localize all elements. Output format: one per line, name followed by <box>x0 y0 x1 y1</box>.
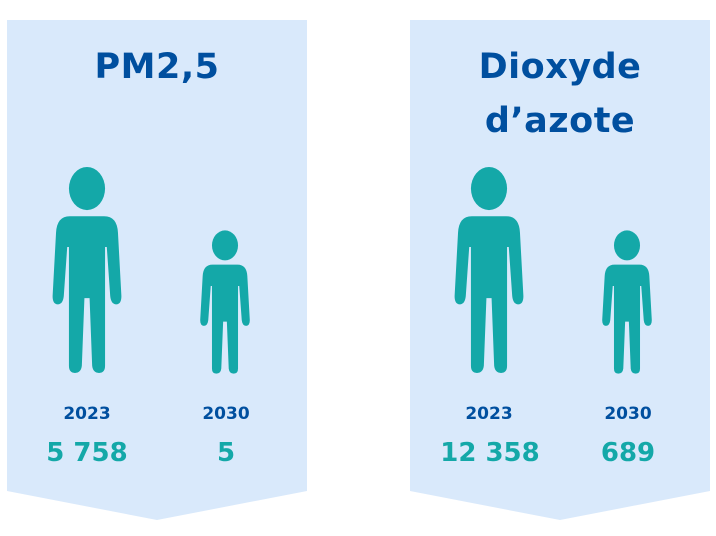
panel-title-line-2: d’azote <box>484 101 636 141</box>
year-label: 2030 <box>604 404 652 424</box>
panel-nitrogen-dioxide: Dioxyde d’azote 2023 2030 12 358 689 <box>410 20 710 520</box>
child-person-icon <box>194 229 256 375</box>
year-label: 2023 <box>465 404 513 424</box>
value-label: 689 <box>600 438 656 468</box>
panel-title: PM2,5 <box>94 47 220 87</box>
year-label: 2023 <box>63 404 111 424</box>
panel-title-line-1: Dioxyde <box>478 47 642 87</box>
value-label: 12 358 <box>440 438 540 468</box>
adult-person-icon <box>446 165 532 375</box>
value-label: 5 758 <box>46 438 128 468</box>
adult-person-icon <box>44 165 130 375</box>
child-person-icon <box>596 229 658 375</box>
panel-pm25: PM2,5 2023 2030 5 758 5 <box>7 20 307 520</box>
year-label: 2030 <box>202 404 250 424</box>
value-label: 5 <box>216 438 236 468</box>
